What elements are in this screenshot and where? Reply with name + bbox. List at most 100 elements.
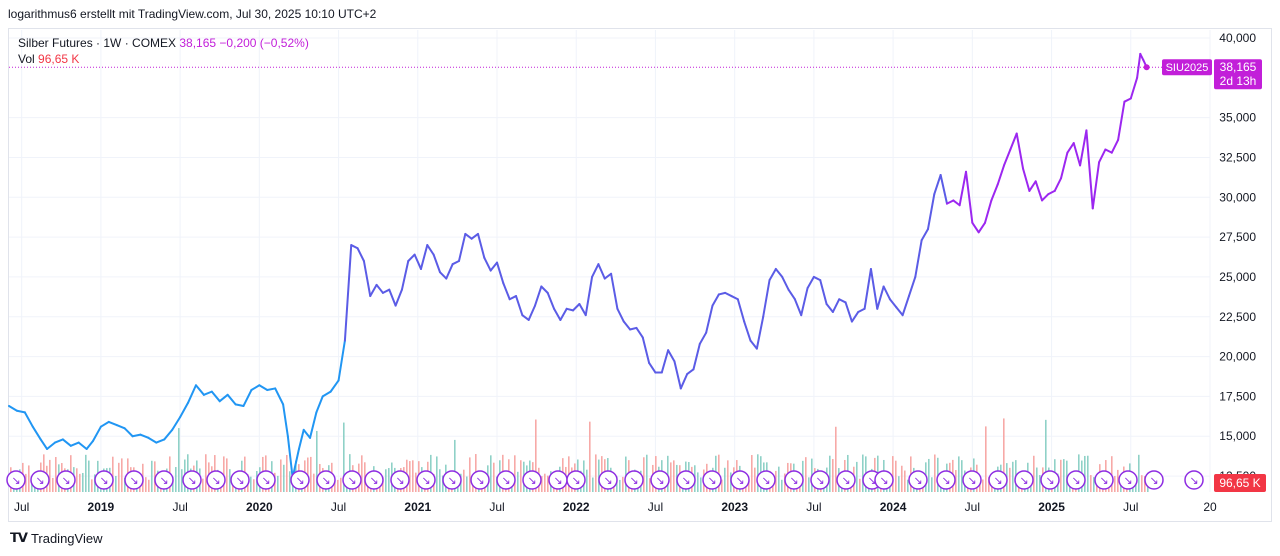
volume-bar <box>118 462 120 492</box>
event-marker-icon[interactable] <box>1184 470 1204 490</box>
volume-bar <box>175 467 177 492</box>
event-marker-icon[interactable] <box>316 470 336 490</box>
event-marker-icon[interactable] <box>988 470 1008 490</box>
event-marker-icon[interactable] <box>206 470 226 490</box>
event-marker-icon[interactable] <box>390 470 410 490</box>
volume-badge-value: 96,65 K <box>1219 476 1260 490</box>
volume-bar <box>334 479 336 492</box>
price-line-segment <box>635 326 644 339</box>
event-marker-icon[interactable] <box>94 470 114 490</box>
price-line-segment <box>163 428 174 441</box>
event-marker-icon[interactable] <box>6 470 26 490</box>
price-line-segment <box>546 291 556 310</box>
volume-bar <box>670 462 672 492</box>
event-marker-icon[interactable] <box>342 470 362 490</box>
event-marker-icon[interactable] <box>124 470 144 490</box>
legend-symbol[interactable]: Silber Futures · 1W · COMEX <box>18 36 177 50</box>
volume-bar <box>988 477 990 492</box>
price-line-segment <box>876 285 885 310</box>
price-line-segment <box>99 420 110 428</box>
price-line-segment <box>1034 180 1044 202</box>
event-marker-icon[interactable] <box>1144 470 1164 490</box>
event-marker-icon[interactable] <box>598 470 618 490</box>
event-arrow-icon: ↘ <box>235 474 244 487</box>
price-line-segment <box>812 275 822 282</box>
event-arrow-icon: ↘ <box>295 474 304 487</box>
event-marker-icon[interactable] <box>470 470 490 490</box>
volume-bar <box>721 479 723 492</box>
volume-bar <box>313 473 315 492</box>
event-marker-icon[interactable] <box>756 470 776 490</box>
event-marker-icon[interactable] <box>784 470 804 490</box>
event-arrow-icon: ↘ <box>369 474 378 487</box>
event-marker-icon[interactable] <box>1040 470 1060 490</box>
event-marker-icon[interactable] <box>1094 470 1114 490</box>
event-marker-icon[interactable] <box>1066 470 1086 490</box>
event-marker-icon[interactable] <box>230 470 250 490</box>
event-marker-icon[interactable] <box>566 470 586 490</box>
price-line-segment <box>309 411 318 439</box>
y-tick-label: 27,500 <box>1219 230 1256 244</box>
event-marker-icon[interactable] <box>702 470 722 490</box>
volume-bar <box>646 454 648 492</box>
event-marker-icon[interactable] <box>416 470 436 490</box>
event-marker-icon[interactable] <box>364 470 384 490</box>
price-line-segment <box>69 441 80 447</box>
price-line-segment <box>838 298 847 304</box>
volume-bar <box>1039 475 1041 492</box>
event-marker-icon[interactable] <box>256 470 276 490</box>
price-line-segment <box>1104 148 1113 154</box>
volume-bar <box>49 459 51 492</box>
volume-bar <box>1060 459 1062 492</box>
event-marker-icon[interactable] <box>30 470 50 490</box>
event-marker-icon[interactable] <box>496 470 516 490</box>
event-marker-icon[interactable] <box>962 470 982 490</box>
price-line-segment <box>850 310 860 323</box>
price-line-segment <box>540 285 549 294</box>
price-line-segment <box>667 349 676 363</box>
volume-bar <box>55 457 57 492</box>
event-marker-icon[interactable] <box>676 470 696 490</box>
volume-badge <box>1214 474 1266 492</box>
event-marker-icon[interactable] <box>182 470 202 490</box>
event-marker-icon[interactable] <box>442 470 462 490</box>
price-line-segment <box>901 295 910 317</box>
event-arrow-icon: ↘ <box>347 474 356 487</box>
footer-branding: 𝗧𝗩 TradingView <box>10 530 102 546</box>
volume-bar <box>859 478 861 492</box>
event-marker-icon[interactable] <box>56 470 76 490</box>
price-line-segment <box>179 401 190 419</box>
event-marker-icon[interactable] <box>936 470 956 490</box>
event-marker-icon[interactable] <box>154 470 174 490</box>
volume-bar <box>829 455 831 492</box>
price-line-segment <box>139 433 150 439</box>
volume-bar <box>253 479 255 492</box>
event-marker-icon[interactable] <box>1118 470 1138 490</box>
volume-bar <box>955 470 957 492</box>
volume-bar <box>52 477 54 492</box>
y-tick-label: 40,000 <box>1219 31 1256 45</box>
event-marker-icon[interactable] <box>874 470 894 490</box>
event-marker-icon[interactable] <box>1014 470 1034 490</box>
legend-vol-label[interactable]: Vol <box>18 52 35 66</box>
event-arrow-icon: ↘ <box>261 474 270 487</box>
price-line-segment <box>572 303 581 312</box>
volume-bar <box>76 468 78 492</box>
event-marker-icon[interactable] <box>624 470 644 490</box>
event-marker-icon[interactable] <box>522 470 542 490</box>
event-marker-icon[interactable] <box>290 470 310 490</box>
event-marker-icon[interactable] <box>836 470 856 490</box>
price-line-segment <box>996 164 1006 186</box>
volume-bar <box>805 457 807 492</box>
volume-bar <box>700 477 702 492</box>
price-line-segment <box>781 275 790 291</box>
volume-bar <box>28 465 30 492</box>
volume-bar <box>619 479 621 492</box>
event-marker-icon[interactable] <box>650 470 670 490</box>
event-marker-icon[interactable] <box>730 470 750 490</box>
event-marker-icon[interactable] <box>810 470 830 490</box>
price-line-segment <box>578 303 587 317</box>
price-line-segment <box>457 232 467 262</box>
event-marker-icon[interactable] <box>908 470 928 490</box>
